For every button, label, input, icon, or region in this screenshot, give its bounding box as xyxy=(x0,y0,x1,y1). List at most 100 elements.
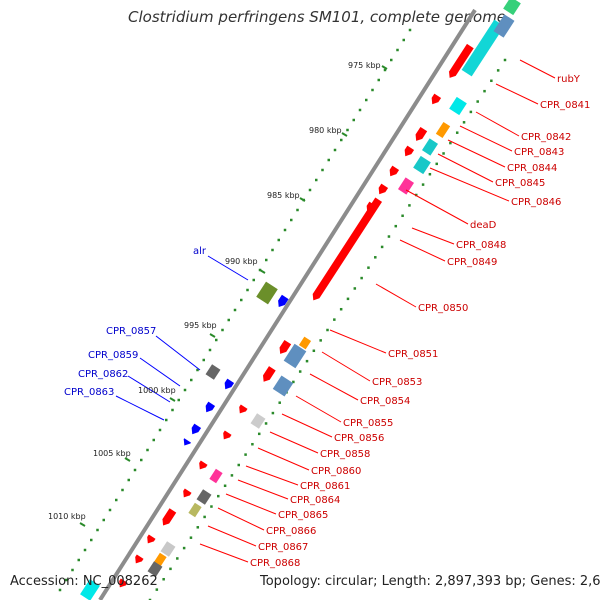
gene-label-cpr-0865[interactable]: CPR_0865 xyxy=(278,510,328,521)
gene-label-alr[interactable]: alr xyxy=(193,246,207,257)
gene-label-cpr-0845[interactable]: CPR_0845 xyxy=(495,178,545,189)
gene-label-dead[interactable]: deaD xyxy=(470,220,497,231)
gene-block-magenta[interactable] xyxy=(397,177,415,195)
gene-block-orange[interactable] xyxy=(298,336,312,350)
gc-content-track xyxy=(58,28,507,600)
gc-dot xyxy=(133,468,137,472)
gene-label-cpr-0846[interactable]: CPR_0846 xyxy=(511,197,561,208)
gc-dot xyxy=(292,380,295,384)
gene-label-cpr-0842[interactable]: CPR_0842 xyxy=(521,132,571,143)
gene-block-orange[interactable] xyxy=(435,121,451,139)
gene-label-cpr-0860[interactable]: CPR_0860 xyxy=(311,466,361,477)
leader-line xyxy=(127,375,171,403)
gene-label-cpr-0858[interactable]: CPR_0858 xyxy=(320,449,370,460)
gc-dot xyxy=(251,442,254,446)
gc-dot xyxy=(442,152,445,155)
gene-block-teal[interactable] xyxy=(413,155,431,175)
gene-CPR-0850[interactable] xyxy=(310,197,383,303)
gene-block-teal[interactable] xyxy=(421,138,439,156)
gene-label-cpr-0859[interactable]: CPR_0859 xyxy=(88,350,138,361)
topology-text: Topology: circular; Length: 2,897,393 bp… xyxy=(260,574,600,589)
leader-line xyxy=(217,507,265,531)
gene-label-cpr-0843[interactable]: CPR_0843 xyxy=(514,147,564,158)
gene-block-green[interactable] xyxy=(503,0,521,16)
gene-block-grey[interactable] xyxy=(147,561,163,577)
gene-label-cpr-0855[interactable]: CPR_0855 xyxy=(343,418,393,429)
gc-dot xyxy=(367,266,370,269)
gene-label-cpr-0848[interactable]: CPR_0848 xyxy=(456,240,506,251)
gc-dot xyxy=(183,388,187,392)
leader-line xyxy=(281,413,333,438)
gene-block-grey[interactable] xyxy=(160,541,176,557)
gene-CPR-0851[interactable] xyxy=(277,339,292,356)
gene-block-olive-alr[interactable] xyxy=(256,281,278,305)
gc-dot xyxy=(240,298,243,302)
gene-block-steel[interactable] xyxy=(272,375,294,397)
gene-label-cpr-0868[interactable]: CPR_0868 xyxy=(250,558,300,569)
gene-label-ruby[interactable]: rubY xyxy=(557,74,581,85)
gene-CPR-0862[interactable] xyxy=(189,423,202,437)
gc-dot xyxy=(455,131,459,134)
gc-dot xyxy=(203,515,206,519)
gene-CPR-0856[interactable] xyxy=(236,404,248,415)
leader-line xyxy=(295,395,342,423)
leader-line xyxy=(199,543,249,563)
gene-label-cpr-0856[interactable]: CPR_0856 xyxy=(334,433,384,444)
gene-CPR-0857[interactable] xyxy=(222,378,235,392)
gene-CPR-0845[interactable] xyxy=(376,183,389,197)
gene-rubY[interactable] xyxy=(446,43,474,80)
gene-CPR-0860[interactable] xyxy=(196,460,208,471)
gene-block-grey[interactable] xyxy=(250,413,266,429)
accession-text: Accession: NC_008262 xyxy=(10,574,158,589)
gene-label-cpr-0841[interactable]: CPR_0841 xyxy=(540,100,590,111)
gene-CPR-0843[interactable] xyxy=(402,145,415,159)
gc-dot xyxy=(121,488,124,492)
gene-block-cyan[interactable] xyxy=(449,96,467,116)
gene-label-cpr-0857[interactable]: CPR_0857 xyxy=(106,326,156,337)
gc-dot xyxy=(283,228,287,232)
gc-dot xyxy=(428,172,432,176)
gene-alr[interactable] xyxy=(275,294,289,309)
gene-CPR-0868[interactable] xyxy=(132,554,144,565)
leader-line xyxy=(321,351,371,382)
gene-block-olive[interactable] xyxy=(188,502,202,518)
gene-label-cpr-0862[interactable]: CPR_0862 xyxy=(78,369,128,380)
gene-label-cpr-0849[interactable]: CPR_0849 xyxy=(447,257,497,268)
gene-CPR-0853[interactable] xyxy=(260,366,276,384)
gene-label-cpr-0854[interactable]: CPR_0854 xyxy=(360,396,410,407)
gene-label-cpr-0864[interactable]: CPR_0864 xyxy=(290,495,340,506)
gene-block-steel[interactable] xyxy=(493,14,515,38)
gc-dot xyxy=(223,484,227,488)
gene-CPR-0863[interactable] xyxy=(181,438,191,447)
gc-dot xyxy=(277,238,280,242)
gc-dot xyxy=(290,218,293,222)
gc-dot xyxy=(208,348,212,352)
gene-label-cpr-0866[interactable]: CPR_0866 xyxy=(266,526,316,537)
gene-label-cpr-0867[interactable]: CPR_0867 xyxy=(258,542,308,553)
gene-CPR-0859[interactable] xyxy=(203,401,216,415)
gc-dot xyxy=(83,548,87,552)
gene-CPR-0842[interactable] xyxy=(413,126,428,143)
gene-CPR-0867[interactable] xyxy=(144,534,156,545)
genome-backbone xyxy=(98,8,477,600)
gene-block-magenta[interactable] xyxy=(209,468,223,484)
gene-CPR-0841[interactable] xyxy=(429,93,442,107)
gene-block-grey[interactable] xyxy=(205,364,221,380)
gene-CPR-0869[interactable] xyxy=(116,578,128,589)
gene-block-cyan[interactable] xyxy=(80,579,100,600)
gene-CPR-0864[interactable] xyxy=(180,488,192,499)
gene-CPR-0865[interactable] xyxy=(160,508,177,527)
gene-label-cpr-0844[interactable]: CPR_0844 xyxy=(507,163,557,174)
tick-mark xyxy=(259,269,266,274)
gene-CPR-0844[interactable] xyxy=(387,165,400,179)
gene-label-cpr-0851[interactable]: CPR_0851 xyxy=(388,349,438,360)
tick-label: 1010 kbp xyxy=(48,512,86,521)
gene-label-cpr-0863[interactable]: CPR_0863 xyxy=(64,387,114,398)
gene-label-cpr-0861[interactable]: CPR_0861 xyxy=(300,481,350,492)
gene-label-cpr-0853[interactable]: CPR_0853 xyxy=(372,377,422,388)
gene-block-cyan[interactable] xyxy=(461,19,505,77)
gene-block-grey[interactable] xyxy=(196,489,212,505)
gene-label-cpr-0850[interactable]: CPR_0850 xyxy=(418,303,468,314)
gene-CPR-0858[interactable] xyxy=(220,430,232,441)
gene-block-steel[interactable] xyxy=(283,343,307,369)
